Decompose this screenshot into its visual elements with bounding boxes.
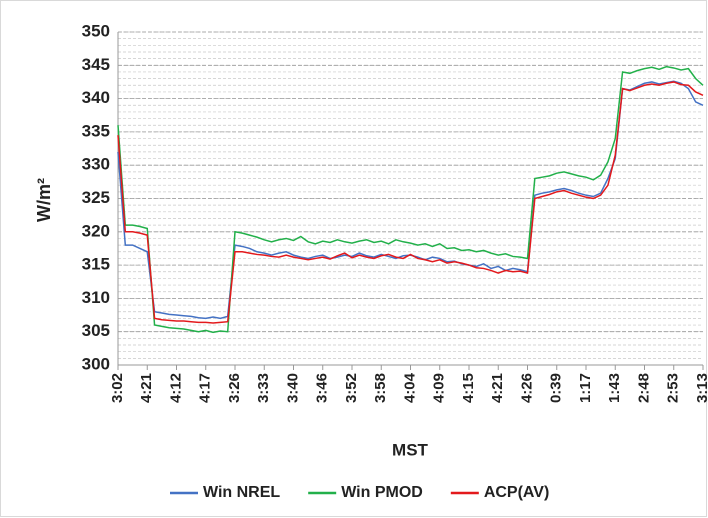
- y-tick-label: 330: [82, 155, 110, 174]
- x-tick-label: 3:02: [109, 373, 126, 403]
- x-tick-label: 3:40: [284, 373, 301, 403]
- x-tick-label: 3:26: [226, 373, 243, 403]
- x-tick-label: 3:13: [694, 373, 708, 403]
- legend-label: Win PMOD: [341, 484, 423, 501]
- x-tick-label: 1:43: [606, 373, 623, 403]
- y-tick-label: 300: [82, 354, 110, 373]
- y-tick-label: 340: [82, 88, 110, 107]
- y-tick-label: 305: [82, 321, 110, 340]
- series-line: [117, 65, 704, 334]
- x-tick-label: 2:48: [635, 373, 652, 403]
- y-tick-label: 315: [82, 255, 110, 274]
- x-tick-label: 4:21: [138, 373, 155, 403]
- x-tick-label: 4:21: [489, 373, 506, 403]
- legend-label: Win NREL: [203, 484, 280, 501]
- y-tick-label: 325: [82, 188, 110, 207]
- legend-label: ACP(AV): [484, 484, 549, 501]
- x-tick-label: 2:53: [665, 373, 682, 403]
- y-tick-label: 310: [82, 288, 110, 307]
- x-tick-label: 0:39: [548, 373, 565, 403]
- x-tick-label: 4:17: [197, 373, 214, 403]
- x-tick-label: 3:46: [314, 373, 331, 403]
- y-tick-label: 320: [82, 221, 110, 240]
- x-tick-label: 4:12: [167, 373, 184, 403]
- x-tick-label: 4:15: [460, 373, 477, 403]
- x-tick-label: 4:26: [518, 373, 535, 403]
- x-tick-label: 4:04: [401, 372, 418, 403]
- x-tick-label: 4:09: [431, 373, 448, 403]
- series-line: [117, 81, 704, 324]
- x-tick-label: 3:33: [255, 373, 272, 403]
- y-tick-label: 350: [82, 21, 110, 40]
- y-axis-title: W/m²: [34, 178, 54, 222]
- x-tick-label: 3:52: [343, 373, 360, 403]
- x-axis-title: MST: [392, 440, 429, 459]
- y-tick-label: 345: [82, 55, 110, 74]
- y-tick-label: 335: [82, 121, 110, 140]
- x-tick-label: 1:17: [577, 373, 594, 403]
- x-tick-label: 3:58: [372, 373, 389, 403]
